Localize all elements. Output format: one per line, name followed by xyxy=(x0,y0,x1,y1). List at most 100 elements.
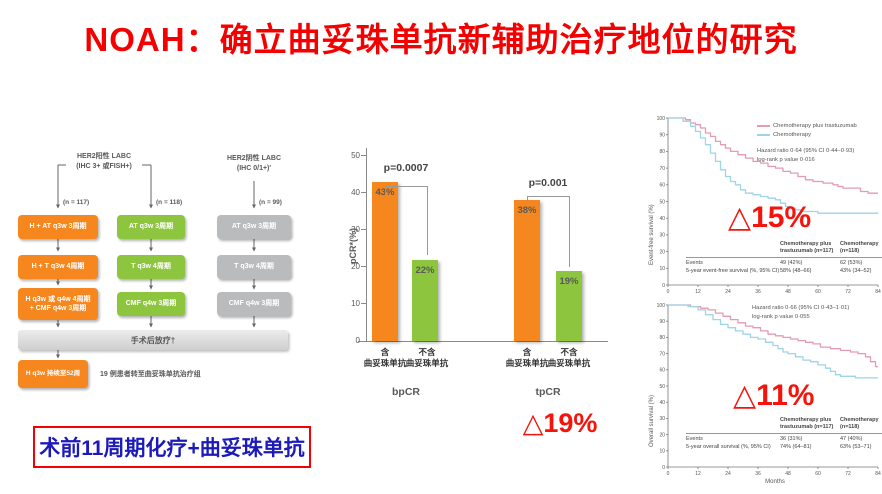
svg-text:10: 10 xyxy=(659,449,665,455)
legend-item: Chemotherapy xyxy=(757,130,857,139)
svg-text:72: 72 xyxy=(845,471,851,477)
svg-text:90: 90 xyxy=(659,319,665,325)
y-tick-40: 40 xyxy=(351,188,360,197)
her2-negative-header: HER2阴性 LABC (IHC 0/1+)′ xyxy=(212,154,296,175)
svg-text:48: 48 xyxy=(785,289,791,294)
svg-text:60: 60 xyxy=(659,183,665,189)
svg-text:24: 24 xyxy=(725,289,731,294)
y-tick-30: 30 xyxy=(351,225,360,234)
efs-summary-table: Chemotherapy plus trastuzumab (n=117) Ch… xyxy=(686,241,882,276)
svg-text:0: 0 xyxy=(667,471,670,477)
svg-text:0: 0 xyxy=(662,465,665,471)
bar-chart-y-axis xyxy=(366,148,367,341)
svg-text:90: 90 xyxy=(659,133,665,139)
svg-text:48: 48 xyxy=(785,471,791,477)
svg-text:100: 100 xyxy=(657,116,666,122)
table-cell: 62 (53%) xyxy=(840,257,882,267)
table-cell-empty xyxy=(686,417,780,433)
bar-category-label: 不含 曲妥珠单抗 xyxy=(405,347,449,369)
os-km-plot: 0 10 20 30 40 50 60 70 80 90 100 0 12 24 36 48 60 72 84 xyxy=(657,303,881,477)
os-summary-table: Chemotherapy plus trastuzumab (n=117) Ch… xyxy=(686,417,882,452)
arm3-box-1: AT q3w 3周期 xyxy=(217,215,291,239)
delta-15-percent: △15% xyxy=(728,201,812,234)
arm3-box-2: T q3w 4周期 xyxy=(217,255,291,279)
svg-text:12: 12 xyxy=(695,471,701,477)
table-cell-empty xyxy=(686,241,780,257)
bar-value-label: 22% xyxy=(415,264,435,276)
y-tick-0: 0 xyxy=(355,336,360,345)
trastuzumab-line-swatch xyxy=(757,124,770,127)
table-cell: 63% (53–71) xyxy=(840,444,872,451)
svg-text:60: 60 xyxy=(815,289,821,294)
arm2-box-1: AT q3w 3周期 xyxy=(117,215,185,239)
arm2-box-3: CMF q4w 3周期 xyxy=(117,292,185,316)
table-row-label: 5-year event-free survival (%, 95% CI) xyxy=(686,268,780,275)
svg-text:40: 40 xyxy=(659,216,665,222)
bar-chart-x-axis xyxy=(358,341,608,342)
svg-text:20: 20 xyxy=(659,249,665,255)
legend-label: Chemotherapy plus trastuzumab xyxy=(773,122,857,129)
y-tick-10: 10 xyxy=(351,299,360,308)
arm1-box-1: H + AT q3w 3周期 xyxy=(18,215,98,239)
hazard-ratio-text: Hazard ratio 0·64 (95% CI 0·44–0·93) xyxy=(757,148,855,154)
table-cell: 74% (64–81) xyxy=(780,444,812,451)
trastuzumab-continuation-box: H q3w 持续至52周 xyxy=(18,360,88,388)
arm1-box-3: H q3w 或 q4w 4周期 + CMF q4w 3周期 xyxy=(18,288,98,320)
bar-value-label: 43% xyxy=(372,187,398,198)
table-header: Chemotherapy (n=118) xyxy=(840,417,879,431)
table-row-label: Events xyxy=(686,257,780,267)
bar-bpcr-trastuzumab: 43% xyxy=(372,181,398,341)
table-row-label: 5-year overall survival (%, 95% CI) xyxy=(686,444,771,451)
bar-value-label: 38% xyxy=(517,205,537,217)
svg-text:0: 0 xyxy=(662,283,665,289)
legend-item: Chemotherapy plus trastuzumab xyxy=(757,121,857,130)
svg-text:80: 80 xyxy=(659,335,665,341)
svg-text:36: 36 xyxy=(755,471,761,477)
svg-text:30: 30 xyxy=(659,416,665,422)
table-cell: 36 (31%) xyxy=(780,433,840,443)
table-cell: 58% (48–66) xyxy=(780,268,812,275)
svg-text:20: 20 xyxy=(659,432,665,438)
svg-text:70: 70 xyxy=(659,166,665,172)
arm1-n-label: (n = 117) xyxy=(63,199,90,206)
svg-text:100: 100 xyxy=(657,303,666,309)
svg-text:24: 24 xyxy=(725,471,731,477)
surgery-radiotherapy-bar: 手术后放疗† xyxy=(18,330,288,350)
chemotherapy-line-swatch xyxy=(757,133,770,136)
tick-mark xyxy=(361,266,366,267)
p-bracket xyxy=(385,186,428,255)
svg-text:40: 40 xyxy=(659,400,665,406)
svg-text:72: 72 xyxy=(845,289,851,294)
svg-text:60: 60 xyxy=(815,471,821,477)
os-hazard-annotation: Hazard ratio 0·66 (95% CI 0·43–1·01) log… xyxy=(752,304,849,321)
crossover-note: 19 例患者转至曲妥珠单抗治疗组 xyxy=(100,371,201,378)
arm1-box-2: H + T q3w 4周期 xyxy=(18,255,98,279)
arm3-n-label: (n = 99) xyxy=(259,199,282,206)
table-cell: 43% (34–52) xyxy=(840,268,872,275)
her2-positive-header: HER2阳性 LABC (IHC 3+ 或FISH+) xyxy=(66,152,142,173)
tick-mark xyxy=(361,303,366,304)
svg-text:60: 60 xyxy=(659,368,665,374)
svg-text:36: 36 xyxy=(755,289,761,294)
svg-text:50: 50 xyxy=(659,199,665,205)
log-rank-text: log-rank p value 0·016 xyxy=(757,156,815,163)
bar-category-label: 含 曲妥珠单抗 xyxy=(505,347,549,369)
svg-text:12: 12 xyxy=(695,289,701,294)
efs-km-plot: 0 10 20 30 40 50 60 70 80 90 100 0 12 24 36 48 60 72 84 xyxy=(657,116,881,294)
p-value-tpcr: p=0.001 xyxy=(528,177,568,189)
arm2-n-label: (n = 118) xyxy=(156,199,183,206)
p-bracket-stub xyxy=(385,186,387,195)
group-label-tpcr: tpCR xyxy=(535,386,561,398)
efs-legend: Chemotherapy plus trastuzumab Chemothera… xyxy=(757,121,857,139)
svg-text:30: 30 xyxy=(659,233,665,239)
svg-text:84: 84 xyxy=(875,289,881,294)
conclusion-callout: 术前11周期化疗+曲妥珠单抗 xyxy=(33,426,311,468)
bar-value-label: 19% xyxy=(559,275,579,287)
svg-text:80: 80 xyxy=(659,149,665,155)
delta-11-percent: △11% xyxy=(733,379,815,412)
slide-title: NOAH：确立曲妥珠单抗新辅助治疗地位的研究 xyxy=(84,21,798,58)
svg-text:10: 10 xyxy=(659,266,665,272)
delta-19-percent: △19% xyxy=(522,408,598,438)
table-cell: 47 (40%) xyxy=(840,433,882,443)
